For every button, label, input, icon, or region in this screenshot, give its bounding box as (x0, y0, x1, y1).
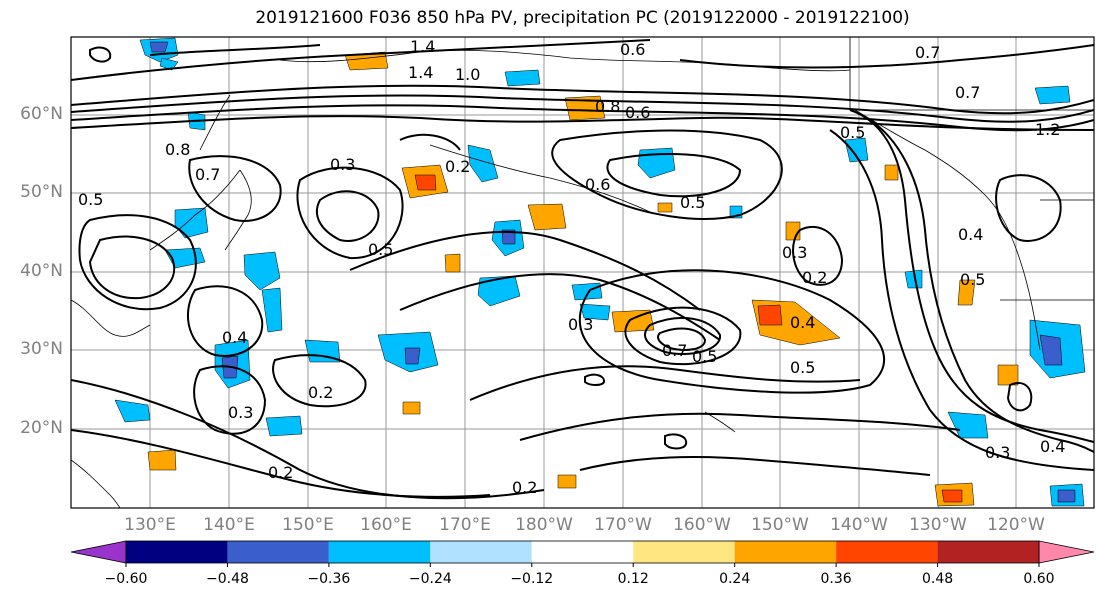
precip-neg-area (844, 137, 869, 163)
precip-neg-area (501, 229, 516, 245)
contour-label: 0.5 (960, 270, 985, 289)
precip-neg-area (261, 287, 283, 333)
pv-contours (71, 39, 1094, 500)
lat-label: 60°N (20, 104, 63, 124)
precip-neg-area (477, 275, 521, 307)
contour-label: 0.5 (692, 347, 717, 366)
map-frame (70, 36, 1095, 509)
contour-label: 0.5 (680, 193, 705, 212)
contour-label: 0.2 (268, 463, 293, 482)
coastlines (71, 37, 1094, 508)
precip-neg-area (159, 57, 179, 71)
contour-label: 0.8 (595, 97, 620, 116)
precip-pos-area (402, 401, 421, 415)
precip-neg-area (904, 269, 923, 289)
precip-neg-area (579, 303, 611, 321)
lon-label: 120°W (987, 515, 1045, 535)
contour-label: 0.7 (195, 165, 220, 184)
contour-label: 0.6 (625, 103, 650, 122)
map-title: 2019121600 F036 850 hPa PV, precipitatio… (255, 8, 910, 28)
contour-label: 0.4 (790, 313, 815, 332)
lon-label: 160°W (673, 515, 731, 535)
precip-pos-area (884, 164, 899, 181)
precip-neg-area (174, 207, 209, 239)
contour-label: 0.7 (955, 83, 980, 102)
precip-neg-area (571, 282, 603, 301)
contour-label: 0.5 (368, 240, 393, 259)
precip-pos-area (557, 474, 577, 489)
contour-label: 0.2 (308, 383, 333, 402)
precip-pos-area (564, 95, 606, 121)
precip-neg-area (1039, 334, 1063, 366)
lat-label: 30°N (20, 339, 63, 359)
contour-label: 0.6 (585, 175, 610, 194)
precip-neg-area (1057, 489, 1076, 503)
precip-neg-area (404, 347, 421, 365)
contour-label: 1.4 (410, 37, 435, 56)
precip-pos-area (527, 203, 567, 231)
precip-neg-area (504, 69, 541, 87)
precip-pos-area (414, 174, 437, 191)
contour-label: 0.2 (512, 478, 537, 497)
precip-pos-area (147, 449, 177, 471)
contour-label: 0.8 (165, 140, 190, 159)
lon-label: 140°W (830, 515, 888, 535)
precip-pos-area (444, 253, 461, 273)
precip-neg-area (114, 399, 151, 423)
lat-label: 20°N (20, 418, 63, 438)
graticule (71, 37, 1094, 508)
contour-label: 0.3 (782, 243, 807, 262)
contour-label: 0.5 (840, 123, 865, 142)
lon-label: 130°W (909, 515, 967, 535)
contour-label: 0.5 (790, 358, 815, 377)
contour-label: 1.0 (455, 65, 480, 84)
contour-label: 1.4 (408, 63, 433, 82)
contour-label: 0.3 (568, 315, 593, 334)
precip-pos-area (757, 304, 783, 326)
lon-label: 150°E (282, 515, 334, 535)
lon-label: 160°E (360, 515, 412, 535)
precip-pos-area (957, 279, 976, 306)
contour-label: 0.4 (1040, 437, 1065, 456)
precip-neg-area (149, 41, 169, 53)
precip-pos-area (611, 309, 655, 333)
contour-label: 0.3 (330, 155, 355, 174)
precip-neg-area (243, 251, 281, 291)
contour-labels: 1.4 1.4 1.0 0.6 0.8 0.7 0.7 1.2 0.5 0.8 … (78, 37, 1065, 497)
precip-neg-area (265, 415, 303, 437)
precip-neg-area (637, 147, 676, 179)
precip-pos-area (997, 364, 1019, 386)
precip-neg-area (1034, 85, 1071, 105)
contour-label: 0.2 (802, 268, 827, 287)
contour-label: 0.5 (78, 190, 103, 209)
lat-label: 40°N (20, 261, 63, 281)
lon-label: 170°E (439, 515, 491, 535)
contour-label: 0.7 (662, 341, 687, 360)
lon-label: 180°W (515, 515, 573, 535)
contour-label: 0.6 (620, 40, 645, 59)
precip-neg-area (467, 144, 499, 183)
contour-label: 0.4 (222, 328, 247, 347)
precip-pos-area (657, 202, 673, 213)
lon-label: 130°E (124, 515, 176, 535)
contour-label: 0.7 (915, 43, 940, 62)
contour-label: 0.3 (228, 403, 253, 422)
precip-pos-area (941, 489, 963, 503)
lon-label: 150°W (751, 515, 809, 535)
contour-label: 0.3 (985, 443, 1010, 462)
contour-label: 0.2 (445, 157, 470, 176)
contour-label: 0.4 (958, 225, 983, 244)
lon-label: 170°W (594, 515, 652, 535)
contour-label: 1.2 (1035, 120, 1060, 139)
lat-label: 50°N (20, 182, 63, 202)
lon-label: 140°E (203, 515, 255, 535)
precip-shading (114, 37, 1086, 507)
